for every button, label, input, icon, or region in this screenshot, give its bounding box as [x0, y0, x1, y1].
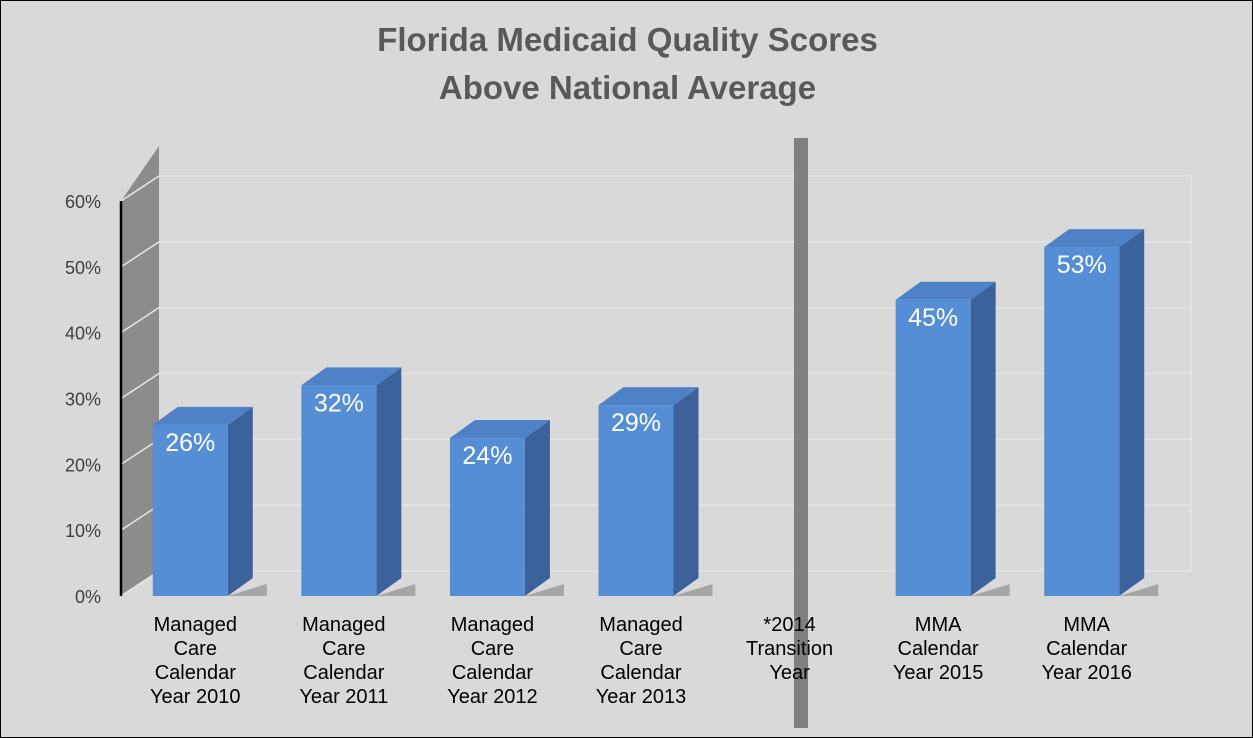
bar-side — [1119, 229, 1145, 597]
value-label: 45% — [908, 304, 958, 332]
bar — [152, 424, 228, 596]
grid-line — [120, 372, 1191, 400]
bar-side — [970, 281, 996, 596]
bar-shadow — [673, 584, 713, 596]
value-label: 32% — [314, 389, 364, 417]
y-tick-label: 50% — [65, 258, 101, 278]
bar — [895, 299, 971, 596]
value-label: 29% — [611, 409, 661, 437]
x-tick-label: MMA Calendar Year 2016 — [1041, 614, 1132, 684]
bar — [598, 405, 674, 596]
y-tick-label: 10% — [65, 521, 101, 541]
x-tick-label: Managed Care Calendar Year 2010 — [150, 614, 241, 708]
bar-side — [524, 420, 550, 596]
x-tick-label: MMA Calendar Year 2015 — [892, 614, 984, 684]
bar-shadow — [970, 584, 1010, 596]
x-tick-label: *2014 Transition Year — [746, 614, 834, 684]
side-wall — [121, 146, 159, 596]
x-tick-label: Managed Care Calendar Year 2013 — [595, 614, 687, 708]
bar-top — [301, 367, 402, 386]
grid-line — [120, 175, 1191, 202]
x-tick-label: Managed Care Calendar Year 2011 — [299, 614, 389, 708]
y-tick-label: 30% — [65, 390, 101, 410]
bar-shadow — [1119, 584, 1159, 596]
x-tick-label: Managed Care Calendar Year 2012 — [447, 614, 538, 708]
bar — [1044, 247, 1120, 597]
value-label: 53% — [1057, 251, 1107, 279]
value-label: 26% — [165, 429, 215, 457]
value-label: 24% — [462, 442, 512, 470]
bar-top — [1044, 229, 1145, 248]
bar-shadow — [524, 584, 564, 596]
bar — [449, 438, 525, 596]
chart-title: Above National Average — [438, 69, 817, 106]
bar-top — [895, 281, 996, 300]
y-tick-label: 40% — [65, 324, 101, 344]
bar-shadow — [376, 584, 416, 596]
y-tick-label: 60% — [65, 192, 101, 212]
grid-line — [120, 241, 1191, 268]
bar-top — [449, 420, 550, 438]
bar-top — [598, 387, 699, 406]
chart-title: Florida Medicaid Quality Scores — [377, 21, 878, 58]
bar-top — [152, 406, 253, 425]
separator — [794, 138, 808, 728]
grid-line — [120, 306, 1191, 334]
y-tick-label: 20% — [65, 455, 101, 475]
bar-side — [227, 406, 253, 596]
bar — [301, 385, 377, 596]
bar-side — [673, 387, 699, 596]
bar-side — [376, 367, 402, 596]
bar-shadow — [227, 584, 267, 596]
y-tick-label: 0% — [75, 587, 101, 607]
